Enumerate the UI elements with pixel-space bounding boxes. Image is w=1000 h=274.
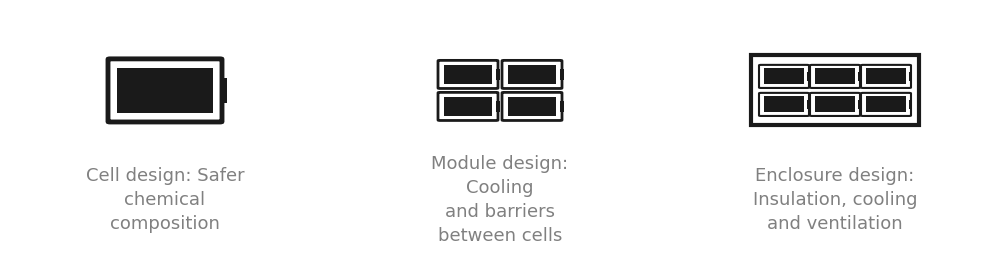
Bar	[866, 68, 906, 84]
Bar	[815, 68, 855, 84]
Bar	[807, 100, 810, 109]
Bar	[751, 55, 919, 125]
Bar	[496, 69, 500, 80]
FancyBboxPatch shape	[502, 60, 562, 89]
Bar	[496, 101, 500, 112]
FancyBboxPatch shape	[438, 60, 498, 89]
Bar	[866, 96, 906, 112]
Bar	[444, 65, 492, 84]
Bar	[220, 78, 227, 103]
FancyBboxPatch shape	[861, 65, 911, 88]
Bar	[858, 100, 861, 109]
FancyBboxPatch shape	[759, 93, 809, 116]
Bar	[909, 100, 912, 109]
Text: Module design:
Cooling
and barriers
between cells: Module design: Cooling and barriers betw…	[431, 155, 569, 246]
Bar	[815, 96, 855, 112]
Bar	[444, 97, 492, 116]
FancyBboxPatch shape	[108, 59, 222, 122]
Bar	[508, 97, 556, 116]
Bar	[560, 69, 564, 80]
Bar	[560, 101, 564, 112]
FancyBboxPatch shape	[861, 93, 911, 116]
Bar	[764, 96, 804, 112]
Bar	[807, 72, 810, 81]
FancyBboxPatch shape	[502, 92, 562, 121]
Text: Cell design: Safer
chemical
composition: Cell design: Safer chemical composition	[86, 167, 244, 233]
Bar	[764, 68, 804, 84]
Text: Enclosure design:
Insulation, cooling
and ventilation: Enclosure design: Insulation, cooling an…	[753, 167, 917, 233]
Bar	[508, 65, 556, 84]
FancyBboxPatch shape	[438, 92, 498, 121]
Bar	[858, 72, 861, 81]
FancyBboxPatch shape	[759, 65, 809, 88]
FancyBboxPatch shape	[810, 65, 860, 88]
Bar	[117, 68, 213, 113]
Bar	[909, 72, 912, 81]
FancyBboxPatch shape	[810, 93, 860, 116]
